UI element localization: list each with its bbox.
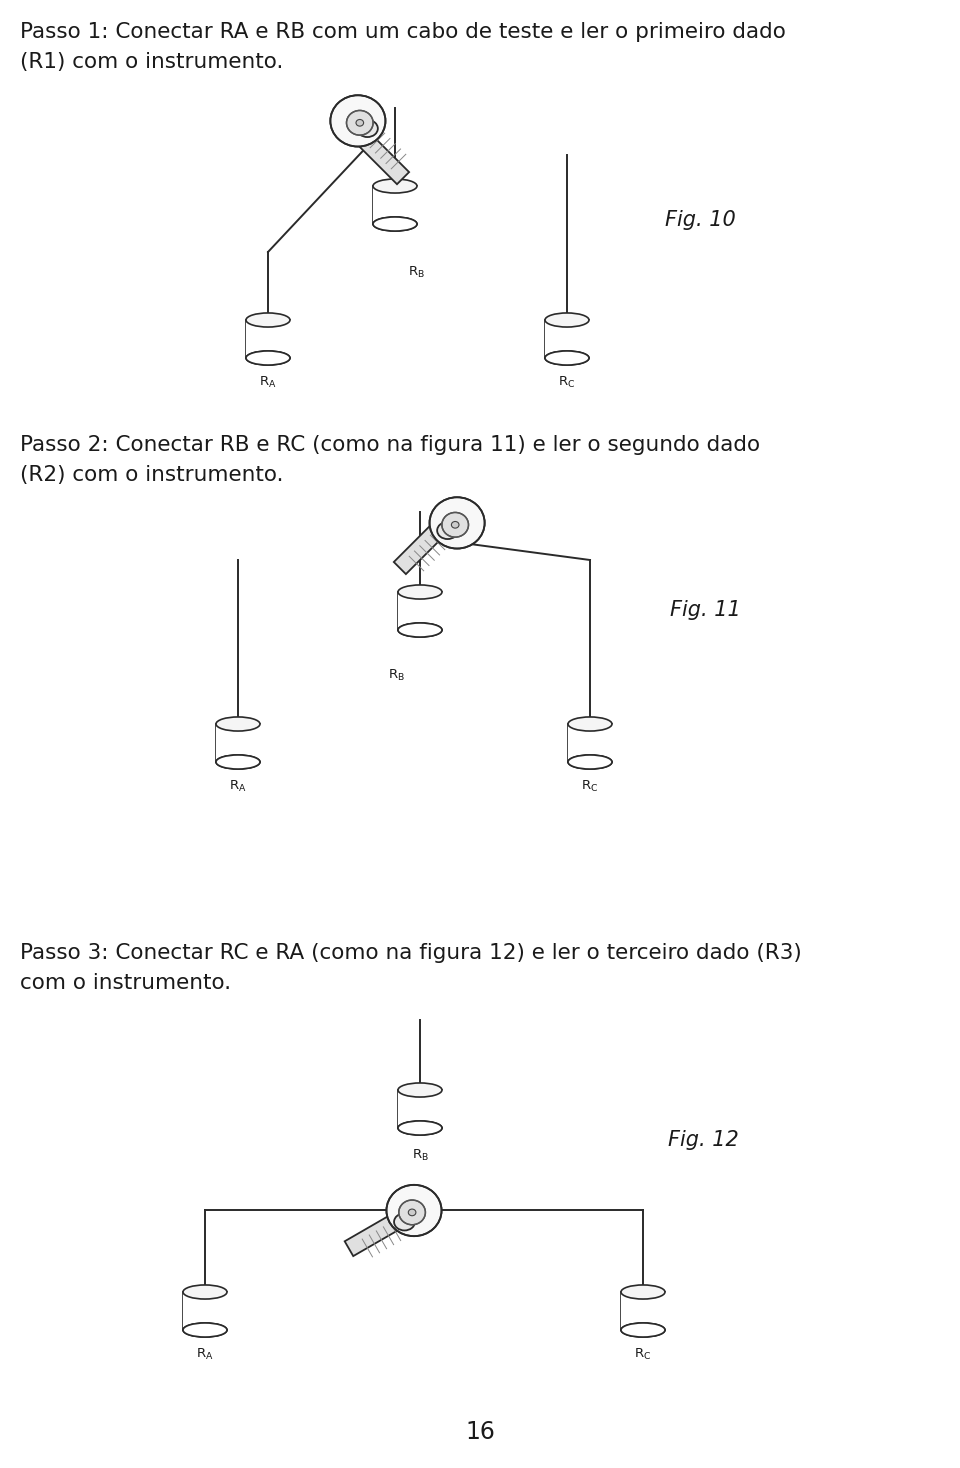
- Ellipse shape: [621, 1323, 665, 1337]
- Bar: [621, 1292, 665, 1330]
- Ellipse shape: [545, 351, 589, 366]
- Ellipse shape: [429, 498, 485, 549]
- Ellipse shape: [568, 716, 612, 731]
- Ellipse shape: [545, 351, 589, 366]
- Text: R$_\mathsf{B}$: R$_\mathsf{B}$: [388, 668, 405, 683]
- Text: (R1) com o instrumento.: (R1) com o instrumento.: [20, 51, 283, 72]
- Ellipse shape: [568, 755, 612, 769]
- Text: com o instrumento.: com o instrumento.: [20, 973, 231, 992]
- Text: Passo 2: Conectar RB e RC (como na figura 11) e ler o segundo dado: Passo 2: Conectar RB e RC (como na figur…: [20, 435, 760, 455]
- Bar: [398, 592, 442, 630]
- Ellipse shape: [451, 521, 459, 528]
- Ellipse shape: [373, 179, 417, 192]
- Bar: [620, 1292, 665, 1329]
- Text: Fig. 11: Fig. 11: [670, 600, 741, 619]
- Ellipse shape: [398, 584, 442, 599]
- Ellipse shape: [216, 755, 260, 769]
- Bar: [182, 1292, 228, 1329]
- Ellipse shape: [387, 1185, 442, 1236]
- Ellipse shape: [568, 755, 612, 769]
- Text: R$_\mathsf{A}$: R$_\mathsf{A}$: [196, 1348, 214, 1362]
- Ellipse shape: [216, 755, 260, 769]
- Ellipse shape: [356, 119, 364, 126]
- Bar: [246, 320, 290, 358]
- Ellipse shape: [357, 120, 378, 137]
- Text: R$_\mathsf{B}$: R$_\mathsf{B}$: [412, 1148, 428, 1163]
- Text: R$_\mathsf{A}$: R$_\mathsf{A}$: [229, 780, 247, 794]
- Ellipse shape: [398, 1199, 425, 1224]
- Ellipse shape: [183, 1284, 227, 1299]
- Text: R$_\mathsf{A}$: R$_\mathsf{A}$: [259, 374, 276, 390]
- Text: R$_\mathsf{C}$: R$_\mathsf{C}$: [559, 374, 576, 390]
- Ellipse shape: [398, 622, 442, 637]
- Text: Fig. 12: Fig. 12: [668, 1130, 739, 1149]
- Bar: [567, 724, 612, 760]
- Bar: [397, 1091, 443, 1127]
- Bar: [183, 1292, 227, 1330]
- Bar: [246, 320, 291, 357]
- Ellipse shape: [545, 313, 589, 327]
- Polygon shape: [394, 526, 443, 574]
- Ellipse shape: [246, 351, 290, 366]
- Ellipse shape: [398, 622, 442, 637]
- Bar: [373, 186, 417, 225]
- Bar: [568, 724, 612, 762]
- Ellipse shape: [408, 1210, 416, 1216]
- Ellipse shape: [183, 1323, 227, 1337]
- Ellipse shape: [621, 1284, 665, 1299]
- Bar: [397, 592, 443, 628]
- Bar: [215, 724, 260, 760]
- Ellipse shape: [246, 313, 290, 327]
- Bar: [544, 320, 589, 357]
- Ellipse shape: [183, 1323, 227, 1337]
- Text: (R2) com o instrumento.: (R2) com o instrumento.: [20, 465, 283, 484]
- Ellipse shape: [347, 110, 373, 135]
- Ellipse shape: [442, 512, 468, 537]
- Polygon shape: [360, 135, 409, 184]
- Bar: [545, 320, 589, 358]
- Ellipse shape: [246, 351, 290, 366]
- Text: Passo 3: Conectar RC e RA (como na figura 12) e ler o terceiro dado (R3): Passo 3: Conectar RC e RA (como na figur…: [20, 942, 802, 963]
- Ellipse shape: [373, 217, 417, 230]
- Text: Fig. 10: Fig. 10: [665, 210, 735, 230]
- Ellipse shape: [216, 716, 260, 731]
- Ellipse shape: [621, 1323, 665, 1337]
- Ellipse shape: [398, 1083, 442, 1097]
- Ellipse shape: [398, 1122, 442, 1135]
- Text: R$_\mathsf{C}$: R$_\mathsf{C}$: [582, 780, 599, 794]
- Ellipse shape: [373, 217, 417, 230]
- Bar: [372, 186, 418, 223]
- Text: 16: 16: [465, 1420, 495, 1445]
- Ellipse shape: [394, 1214, 415, 1230]
- Ellipse shape: [330, 95, 386, 147]
- Ellipse shape: [437, 523, 458, 539]
- Bar: [398, 1091, 442, 1127]
- Text: Passo 1: Conectar RA e RB com um cabo de teste e ler o primeiro dado: Passo 1: Conectar RA e RB com um cabo de…: [20, 22, 786, 43]
- Bar: [216, 724, 260, 762]
- Text: R$_\mathsf{C}$: R$_\mathsf{C}$: [635, 1348, 652, 1362]
- Text: R$_\mathsf{B}$: R$_\mathsf{B}$: [408, 266, 425, 280]
- Ellipse shape: [398, 1122, 442, 1135]
- Polygon shape: [345, 1213, 402, 1257]
